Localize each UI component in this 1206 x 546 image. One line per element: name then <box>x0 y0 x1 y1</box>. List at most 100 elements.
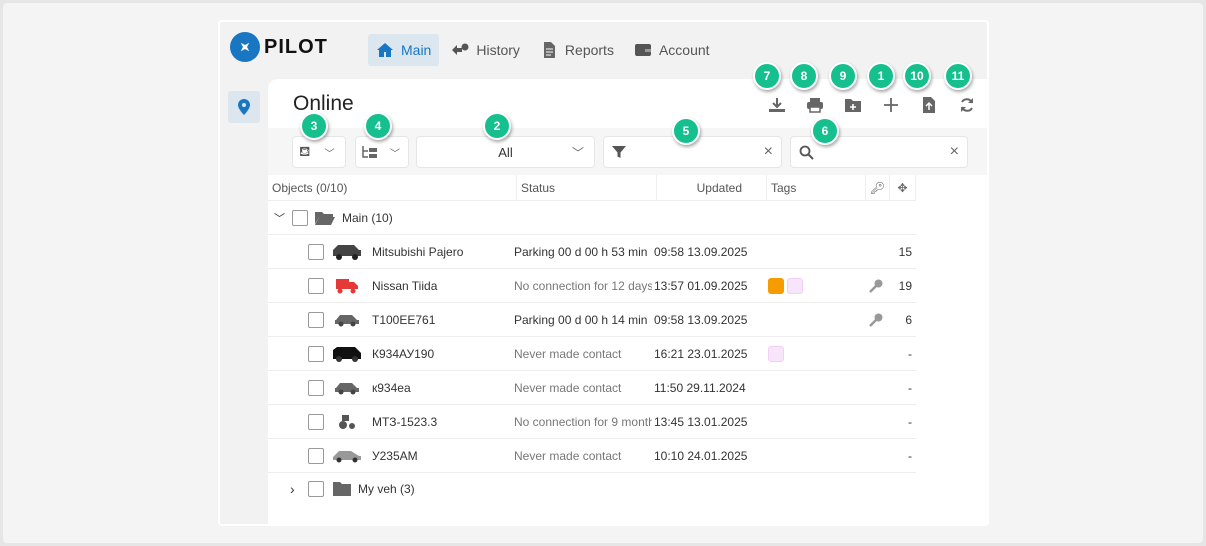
row-checkbox[interactable] <box>308 243 324 260</box>
annotation-badge: 5 <box>672 117 700 145</box>
logo[interactable]: PILOT <box>230 32 328 62</box>
annotation-badge: 11 <box>944 62 972 90</box>
car-icon <box>335 314 359 326</box>
table-row[interactable]: к934еа Never made contact 11:50 29.11.20… <box>268 371 916 405</box>
table-row[interactable]: У235АМ Never made contact 10:10 24.01.20… <box>268 439 916 473</box>
print-button[interactable] <box>796 93 834 117</box>
annotation-badge: 10 <box>903 62 931 90</box>
chevron-down-icon[interactable]: ﹀ <box>274 212 285 225</box>
key-cell <box>864 313 888 327</box>
object-name[interactable]: К934АУ190 <box>372 346 435 361</box>
car-icon <box>335 382 359 394</box>
object-updated: 09:58 13.09.2025 <box>654 312 748 327</box>
satellite-count: - <box>908 380 912 395</box>
tag-chip[interactable] <box>768 345 784 362</box>
column-satellites[interactable]: ✥ <box>890 175 916 200</box>
nav-main[interactable]: Main <box>368 34 440 66</box>
vehicle-icon <box>330 346 364 362</box>
tree-view-icon <box>362 146 377 158</box>
satellite-count: - <box>908 448 912 463</box>
view-mode-dropdown[interactable]: ﹀ <box>355 136 409 168</box>
filter-icon <box>612 146 626 158</box>
color-mode-dropdown[interactable]: ⛾ ﹀ <box>292 136 346 168</box>
document-icon <box>543 42 555 58</box>
column-updated[interactable]: Updated <box>657 175 767 200</box>
chevron-right-icon[interactable]: › <box>290 481 295 497</box>
search-input[interactable]: × <box>790 136 968 168</box>
table-row[interactable]: T100EE761 Parking 00 d 00 h 14 min 09:58… <box>268 303 916 337</box>
object-updated: 09:58 13.09.2025 <box>654 244 748 259</box>
satellite-count: - <box>908 414 912 429</box>
key-cell <box>864 279 888 293</box>
nav-history[interactable]: History <box>443 34 528 66</box>
object-updated: 13:45 13.01.2025 <box>654 414 748 429</box>
import-button[interactable] <box>910 93 948 117</box>
nav-label: Reports <box>564 42 614 58</box>
pilot-logo-icon <box>230 32 260 62</box>
object-updated: 13:57 01.09.2025 <box>654 278 748 293</box>
object-updated: 10:10 24.01.2025 <box>654 448 748 463</box>
column-status[interactable]: Status <box>517 175 657 200</box>
key-icon <box>869 313 883 327</box>
row-checkbox[interactable] <box>308 413 324 430</box>
page-title: Online <box>293 92 354 115</box>
row-checkbox[interactable] <box>308 311 324 328</box>
download-button[interactable] <box>758 93 796 117</box>
object-name[interactable]: Nissan Tiida <box>372 278 438 293</box>
object-name[interactable]: У235АМ <box>372 448 418 463</box>
row-checkbox[interactable] <box>308 345 324 362</box>
object-name[interactable]: МТЗ-1523.3 <box>372 414 438 429</box>
add-folder-button[interactable] <box>834 93 872 117</box>
sidebar-item-online[interactable] <box>228 91 260 123</box>
annotation-badge: 8 <box>790 62 818 90</box>
table-row[interactable]: Nissan Tiida No connection for 12 days 1… <box>268 269 916 303</box>
file-upload-icon <box>923 97 935 113</box>
vehicle-icon <box>330 278 364 294</box>
object-name[interactable]: к934еа <box>372 380 411 395</box>
nav-account[interactable]: Account <box>626 34 718 66</box>
object-status: Parking 00 d 00 h 53 min <box>514 244 648 259</box>
tractor-icon <box>339 414 355 429</box>
chevron-down-icon: ﹀ <box>390 148 400 160</box>
home-icon <box>377 43 393 57</box>
annotation-badge: 2 <box>483 112 511 140</box>
row-checkbox[interactable] <box>308 277 324 294</box>
object-status: Parking 00 d 00 h 14 min <box>514 312 648 327</box>
object-name[interactable]: T100EE761 <box>372 312 436 327</box>
add-object-button[interactable] <box>872 93 910 117</box>
vehicle-icon <box>330 414 364 430</box>
column-objects[interactable]: Objects (0/10) <box>268 175 517 200</box>
group-name: My veh (3) <box>358 482 415 496</box>
tag-chip[interactable] <box>768 277 784 294</box>
tag-chip[interactable] <box>787 277 803 294</box>
status-filter-value: All <box>498 144 513 160</box>
nav-reports[interactable]: Reports <box>532 34 622 66</box>
brand-name: PILOT <box>264 35 328 58</box>
row-checkbox[interactable] <box>308 447 324 464</box>
suv-icon <box>333 244 361 260</box>
table-row[interactable]: К934АУ190 Never made contact 16:21 23.01… <box>268 337 916 371</box>
column-tags[interactable]: Tags <box>767 175 866 200</box>
group-row-my-veh[interactable]: › My veh (3) <box>268 472 916 506</box>
clear-icon[interactable]: × <box>763 143 773 160</box>
row-checkbox[interactable] <box>308 379 324 396</box>
clear-icon[interactable]: × <box>949 143 959 160</box>
column-key[interactable]: 🔑︎ <box>866 175 890 200</box>
annotation-badge: 7 <box>753 62 781 90</box>
refresh-button[interactable] <box>948 93 986 117</box>
table-row[interactable]: МТЗ-1523.3 No connection for 9 months 13… <box>268 405 916 439</box>
table-row[interactable]: Mitsubishi Pajero Parking 00 d 00 h 53 m… <box>268 235 916 269</box>
print-icon <box>807 98 823 113</box>
chevron-down-icon: ﹀ <box>324 148 335 160</box>
paint-bucket-icon: ⛾ <box>299 142 311 159</box>
status-filter-select[interactable]: All ﹀ <box>416 136 595 168</box>
object-name[interactable]: Mitsubishi Pajero <box>372 244 464 259</box>
annotation-badge: 4 <box>364 112 392 140</box>
group-checkbox[interactable] <box>292 209 308 226</box>
annotation-badge: 3 <box>300 112 328 140</box>
vehicle-icon <box>330 448 364 464</box>
group-checkbox[interactable] <box>308 481 324 497</box>
map-pin-icon <box>238 99 250 115</box>
group-row-main[interactable]: ﹀ Main (10) <box>268 201 916 235</box>
nav-label: History <box>476 42 520 58</box>
